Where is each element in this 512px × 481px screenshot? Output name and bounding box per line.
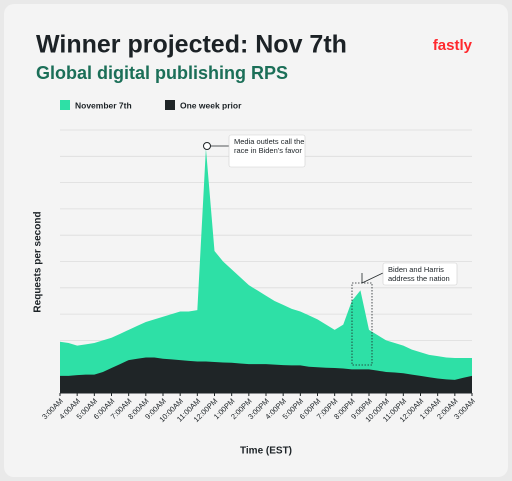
legend-swatch	[60, 100, 70, 110]
brand: fastly	[433, 37, 473, 54]
area	[60, 148, 472, 393]
annotation-leader	[361, 272, 384, 284]
annotation-marker	[203, 142, 211, 150]
chart-title: Winner projected: Nov 7th	[36, 31, 347, 59]
annotation-text: address the nation	[388, 274, 450, 283]
annotation-text: Biden and Harris	[388, 265, 444, 274]
y-axis-label: Requests per second	[33, 211, 44, 312]
area	[60, 357, 472, 393]
legend-label: November 7th	[75, 100, 132, 110]
annotation-text: race in Biden’s favor	[234, 146, 302, 155]
legend-swatch	[165, 100, 175, 110]
legend-label: One week prior	[180, 100, 242, 110]
annotation-text: Media outlets call the	[234, 137, 304, 146]
chart-subtitle: Global digital publishing RPS	[36, 63, 288, 83]
x-axis-label: Time (EST)	[240, 446, 292, 457]
annotation-box	[228, 134, 306, 168]
annotation-box	[382, 262, 458, 286]
